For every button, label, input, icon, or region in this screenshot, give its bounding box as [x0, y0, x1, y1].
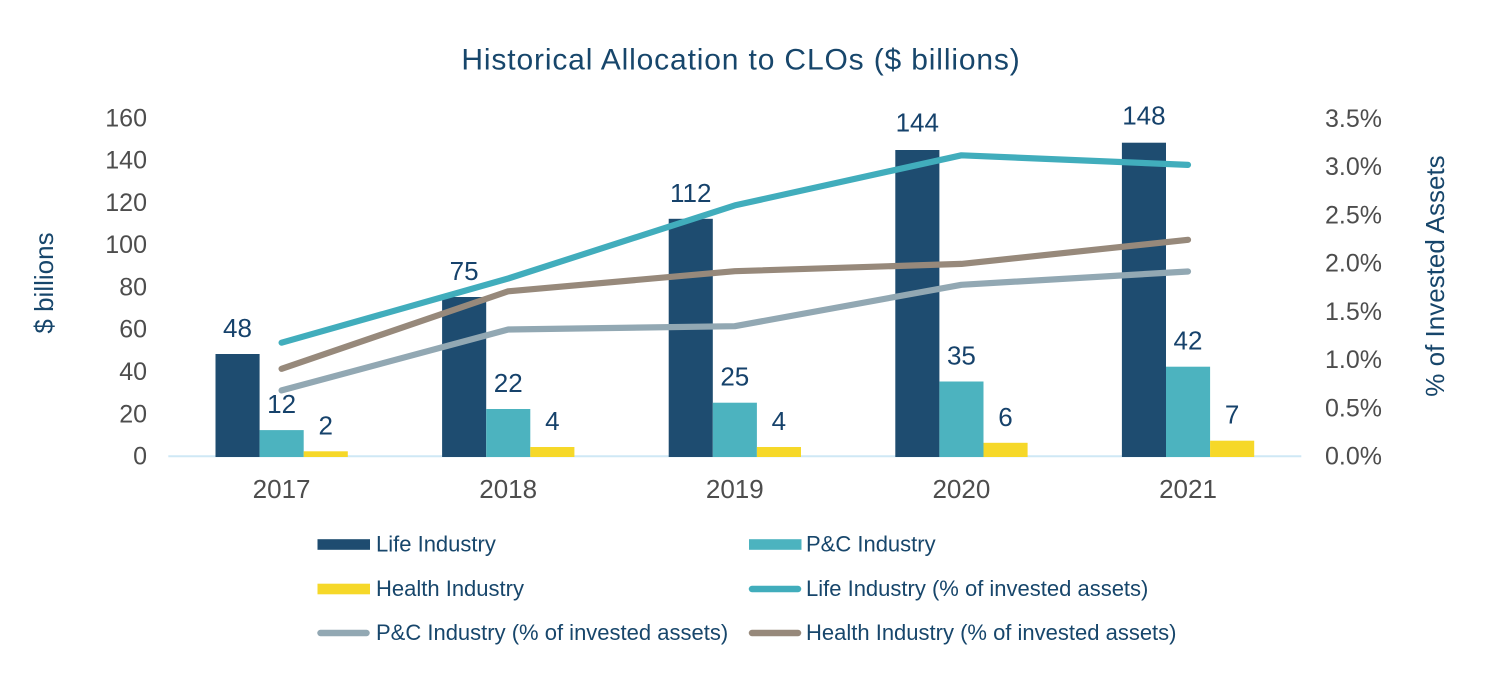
svg-text:40: 40 [119, 358, 147, 386]
svg-text:2020: 2020 [932, 474, 990, 504]
svg-text:100: 100 [105, 231, 147, 259]
svg-text:140: 140 [105, 147, 147, 175]
svg-text:2019: 2019 [706, 474, 764, 504]
svg-text:112: 112 [670, 178, 711, 208]
svg-text:144: 144 [896, 108, 939, 138]
svg-text:% of Invested Assets: % of Invested Assets [1420, 155, 1450, 396]
svg-text:25: 25 [720, 362, 749, 392]
svg-text:12: 12 [267, 389, 296, 419]
svg-text:Health Industry: Health Industry [376, 576, 524, 601]
svg-text:0: 0 [133, 443, 147, 471]
svg-text:2018: 2018 [479, 474, 537, 504]
svg-text:2: 2 [318, 410, 332, 440]
svg-text:Life Industry: Life Industry [376, 532, 496, 557]
svg-text:75: 75 [450, 256, 479, 286]
svg-text:0.5%: 0.5% [1325, 394, 1382, 422]
svg-text:Health Industry (% of invested: Health Industry (% of invested assets) [806, 620, 1177, 645]
svg-text:148: 148 [1122, 100, 1165, 130]
svg-text:4: 4 [772, 406, 786, 436]
svg-text:6: 6 [998, 402, 1012, 432]
svg-text:3.0%: 3.0% [1325, 153, 1382, 181]
svg-text:1.5%: 1.5% [1325, 298, 1382, 326]
svg-text:160: 160 [105, 104, 147, 132]
svg-text:48: 48 [223, 313, 252, 343]
svg-text:2.5%: 2.5% [1325, 201, 1382, 229]
svg-text:80: 80 [119, 274, 147, 302]
svg-text:42: 42 [1174, 326, 1203, 356]
svg-text:$ billions: $ billions [29, 232, 59, 333]
svg-text:60: 60 [119, 316, 147, 344]
svg-text:20: 20 [119, 400, 147, 428]
svg-text:22: 22 [494, 368, 523, 398]
svg-text:1.0%: 1.0% [1325, 346, 1382, 374]
svg-text:2021: 2021 [1159, 474, 1217, 504]
svg-text:2017: 2017 [253, 474, 311, 504]
svg-text:4: 4 [545, 406, 559, 436]
svg-text:120: 120 [105, 189, 147, 217]
svg-text:P&C Industry: P&C Industry [806, 532, 936, 557]
svg-text:35: 35 [947, 341, 976, 371]
svg-text:Historical Allocation to CLOs: Historical Allocation to CLOs ($ billion… [461, 44, 1020, 77]
svg-text:P&C Industry (% of invested as: P&C Industry (% of invested assets) [376, 620, 728, 645]
svg-text:3.5%: 3.5% [1325, 105, 1382, 133]
svg-text:2.0%: 2.0% [1325, 250, 1382, 278]
svg-text:7: 7 [1225, 400, 1239, 430]
svg-text:Life Industry (% of invested a: Life Industry (% of invested assets) [806, 576, 1148, 601]
svg-text:0.0%: 0.0% [1325, 443, 1382, 471]
